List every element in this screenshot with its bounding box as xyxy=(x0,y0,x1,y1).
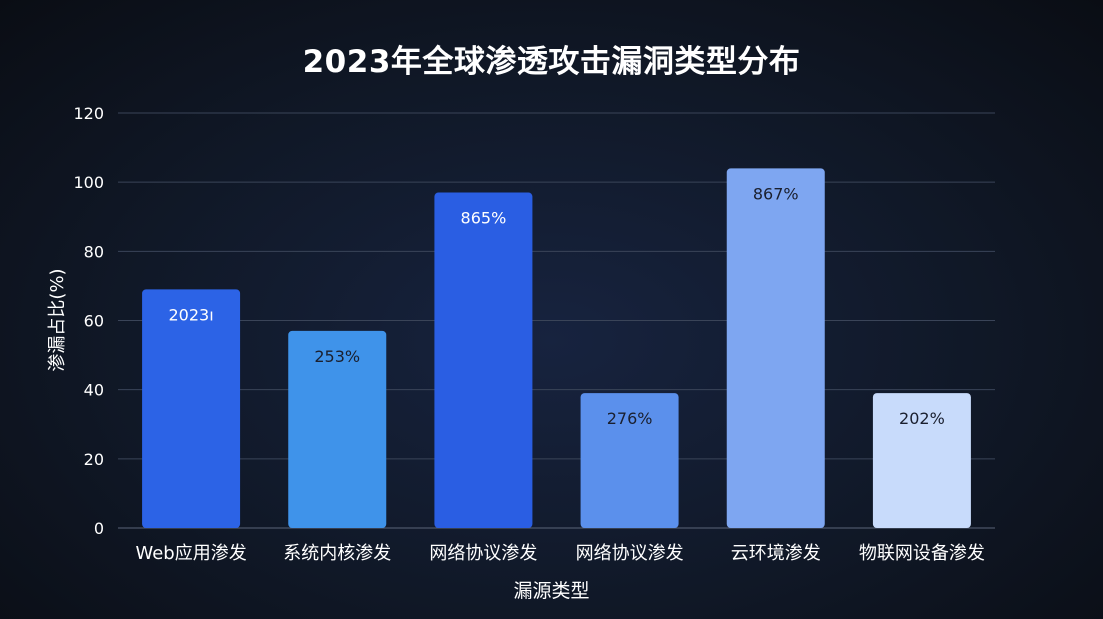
bar xyxy=(726,168,825,529)
data-label: 2023ı xyxy=(168,305,213,324)
y-tick-label: 100 xyxy=(73,173,104,192)
y-tick-label: 20 xyxy=(84,450,104,469)
data-label: 865% xyxy=(461,209,507,228)
bar xyxy=(580,393,679,528)
data-label: 202% xyxy=(899,409,945,428)
x-tick-label: 云环境渗发 xyxy=(731,543,821,564)
bar xyxy=(434,192,533,528)
y-tick-label: 60 xyxy=(84,312,104,331)
data-label: 867% xyxy=(753,184,799,203)
chart-title: 2023年全球渗透攻击漏洞类型分布 xyxy=(302,44,801,80)
y-tick-label: 120 xyxy=(73,104,104,123)
bar xyxy=(142,289,241,528)
bar xyxy=(872,393,971,528)
x-tick-label: 系统内核渗发 xyxy=(283,543,391,564)
x-axis-label: 漏源类型 xyxy=(513,580,590,602)
x-tick-label: 网络协议渗发 xyxy=(429,543,537,564)
x-tick-label: Web应用渗发 xyxy=(135,543,246,564)
data-label: 276% xyxy=(607,409,653,428)
x-tick-label: 网络协议渗发 xyxy=(576,543,684,564)
y-tick-label: 40 xyxy=(84,381,104,400)
data-label: 253% xyxy=(314,347,360,366)
y-tick-label: 0 xyxy=(94,519,104,538)
y-tick-label: 80 xyxy=(84,242,104,261)
x-tick-label: 物联网设备渗发 xyxy=(859,543,985,564)
bar xyxy=(288,330,387,528)
